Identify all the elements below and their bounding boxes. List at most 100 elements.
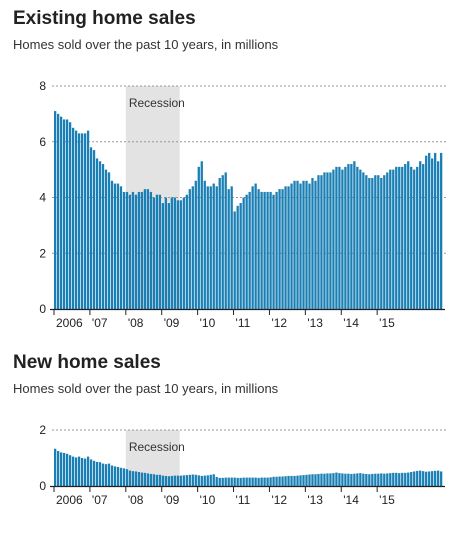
new-bar [332, 473, 335, 486]
new-bar [164, 475, 168, 486]
new-bar [419, 470, 422, 486]
existing-x-tick-label: '13 [307, 316, 323, 330]
existing-bar [272, 194, 275, 309]
existing-y-tick-label: 8 [39, 79, 46, 93]
existing-bar [143, 189, 147, 309]
existing-bar [239, 203, 242, 309]
new-bar [335, 472, 338, 486]
new-bar [119, 467, 123, 486]
new-bar [263, 477, 266, 486]
new-bar [101, 463, 105, 486]
existing-y-tick-label: 6 [39, 135, 46, 149]
new-bar [239, 477, 242, 486]
new-bar [113, 466, 117, 486]
new-bar [341, 473, 344, 486]
new-bar [194, 474, 197, 486]
existing-bar [257, 189, 260, 309]
new-bar [104, 464, 108, 486]
existing-bar [134, 194, 138, 309]
existing-bar [293, 180, 296, 309]
existing-bar [158, 194, 162, 309]
new-sales-title: New home sales [13, 352, 161, 373]
existing-bar [356, 166, 359, 309]
existing-bar [83, 133, 87, 309]
new-bar [131, 471, 135, 486]
existing-bar [230, 186, 233, 309]
existing-bar [296, 180, 299, 309]
new-bar [110, 465, 114, 486]
existing-bar [392, 169, 395, 309]
existing-bar [266, 191, 269, 309]
existing-bar [365, 175, 368, 309]
existing-bar [299, 183, 302, 309]
existing-bar [350, 164, 353, 309]
new-x-tick-label: '15 [379, 493, 395, 507]
existing-bar [236, 205, 239, 309]
new-bar [77, 456, 81, 486]
existing-bar [86, 130, 90, 309]
existing-bar [215, 186, 218, 309]
new-bar [197, 475, 200, 486]
new-bar [299, 475, 302, 486]
existing-sales-subtitle: Homes sold over the past 10 years, in mi… [13, 37, 279, 52]
existing-x-tick-label: '14 [343, 316, 359, 330]
new-bar [392, 472, 395, 486]
existing-bar [338, 166, 341, 309]
existing-bar [323, 172, 326, 309]
new-bar [281, 476, 284, 486]
existing-bar [152, 197, 156, 309]
new-bar [179, 475, 182, 486]
existing-bar [251, 186, 254, 309]
new-bar [227, 477, 230, 486]
new-bar [200, 475, 203, 486]
new-bar [182, 475, 185, 486]
existing-bar [305, 180, 308, 309]
new-bar [68, 455, 72, 486]
new-bar [356, 473, 359, 486]
existing-bar [227, 189, 230, 309]
new-bar [146, 473, 150, 486]
new-x-tick-label: '14 [343, 493, 359, 507]
new-bar [134, 471, 138, 486]
new-x-tick-label: '12 [271, 493, 287, 507]
new-x-tick-label: '07 [92, 493, 108, 507]
new-bar [359, 473, 362, 486]
existing-x-tick-label: '07 [92, 316, 108, 330]
new-bar [116, 466, 120, 486]
new-bar [245, 477, 248, 486]
existing-bar [416, 166, 419, 309]
existing-bar [308, 183, 311, 309]
new-bar [431, 471, 434, 486]
existing-bar [56, 113, 60, 309]
new-bar [353, 473, 356, 486]
existing-x-tick-label: '15 [379, 316, 395, 330]
existing-bar [254, 183, 257, 309]
existing-bar [185, 194, 188, 309]
new-bar [326, 473, 329, 486]
existing-bar [311, 177, 314, 309]
new-bar [386, 473, 389, 486]
new-bar [401, 472, 404, 486]
existing-bar [269, 191, 272, 309]
new-bar [176, 475, 179, 486]
new-bar [305, 474, 308, 486]
new-bar [434, 470, 437, 486]
new-bar [62, 452, 66, 486]
new-bar [59, 452, 63, 486]
new-bar [89, 459, 93, 486]
existing-bar [149, 191, 153, 309]
new-bar [98, 462, 102, 486]
new-y-tick-label: 0 [39, 479, 46, 493]
new-bar [188, 474, 191, 486]
new-bar [323, 473, 326, 486]
new-recession-label: Recession [129, 440, 185, 454]
existing-bar [59, 116, 63, 309]
new-bar [83, 458, 87, 486]
existing-bar [98, 161, 102, 309]
existing-bar [425, 155, 428, 309]
new-x-tick-label: '10 [200, 493, 216, 507]
new-bar [287, 475, 290, 486]
new-bar [311, 474, 314, 486]
new-y-tick-label: 2 [39, 423, 46, 437]
existing-bar [290, 183, 293, 309]
